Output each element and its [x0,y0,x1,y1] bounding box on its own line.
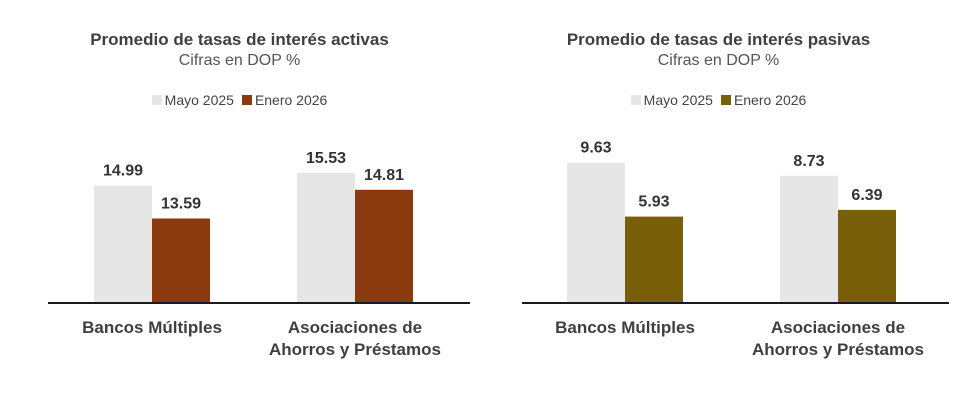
chart-title: Promedio de tasas de interés pasivas [566,30,871,49]
bar-mayo-1 [780,175,838,303]
chart-panel-activas: 14.99 13.59 Bancos Múltiples 15.53 14.81 Asoc… [0,30,479,359]
legend-swatch-enero [241,95,252,105]
legend-item-mayo: Mayo 2025 [630,92,713,108]
bar-mayo-1 [297,172,355,303]
data-label-mayo-1: 15.53 [306,150,346,167]
chart-plot-activas: 14.99 13.59 Bancos Múltiples 15.53 14.81 Asoc… [48,150,470,359]
legend-label-enero: Enero 2026 [733,92,807,108]
bar-enero-0 [625,216,683,303]
chart-title: Promedio de tasas de interés activas [90,30,389,49]
legend-swatch-mayo [630,95,641,105]
legend-swatch-mayo [151,95,162,105]
category-label-1: Asociaciones de Ahorros y Préstamos [752,318,924,359]
data-label-mayo-0: 9.63 [580,140,611,157]
bar-mayo-0 [567,162,625,303]
data-label-enero-0: 13.59 [161,195,201,212]
legend-label-mayo: Mayo 2025 [164,92,234,108]
data-label-mayo-1: 8.73 [793,153,824,170]
data-label-enero-1: 6.39 [851,187,882,204]
legend-label-mayo: Mayo 2025 [643,92,713,108]
category-label-1: Asociaciones de Ahorros y Préstamos [269,318,441,359]
chart-plot-pasivas: 9.63 5.93 Bancos Múltiples 8.73 6.39 Asociaci… [522,140,949,359]
legend-item-enero: Enero 2026 [720,92,807,108]
data-label-enero-0: 5.93 [638,194,669,211]
legend: Mayo 2025 Enero 2026 [0,92,479,108]
bar-enero-1 [355,189,413,303]
chart-panel-pasivas: 9.63 5.93 Bancos Múltiples 8.73 6.39 Asociaci… [479,0,958,402]
legend-item-mayo: Mayo 2025 [151,92,234,108]
legend: Mayo 2025 Enero 2026 [479,92,958,108]
chart-subtitle: Cifras en DOP % [657,52,780,69]
data-label-enero-1: 14.81 [364,167,404,184]
data-label-mayo-0: 14.99 [103,163,143,180]
legend-swatch-enero [720,95,731,105]
category-label-0: Bancos Múltiples [555,318,695,337]
chart-subtitle: Cifras en DOP % [178,52,301,69]
category-label-0: Bancos Múltiples [82,318,222,337]
legend-item-enero: Enero 2026 [241,92,328,108]
legend-label-enero: Enero 2026 [254,92,328,108]
bar-enero-1 [838,209,896,303]
bar-enero-0 [152,218,210,303]
bar-mayo-0 [94,185,152,303]
